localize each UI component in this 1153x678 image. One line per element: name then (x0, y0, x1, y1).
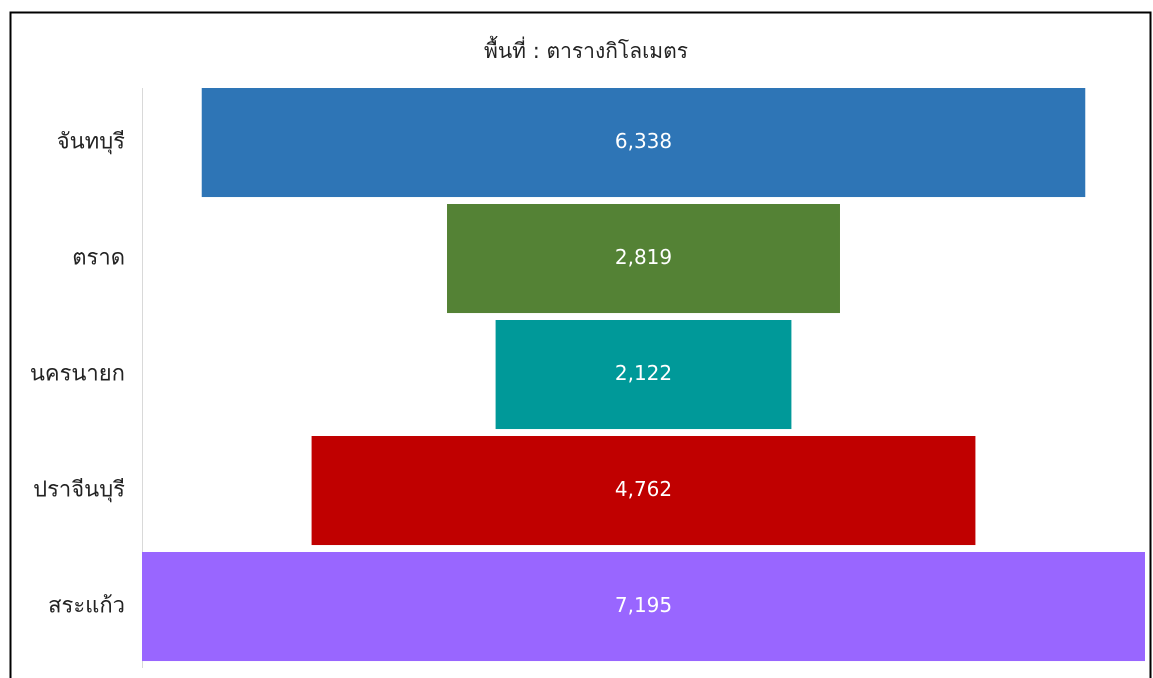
value-label: 2,819 (615, 245, 672, 269)
value-label: 7,195 (615, 593, 672, 617)
funnel-bar (201, 88, 1086, 198)
category-label: นครนายก (30, 362, 125, 387)
value-label: 2,122 (615, 361, 672, 385)
category-label: สระแก้ว (48, 594, 125, 619)
frame (9, 11, 1152, 678)
chart-title: พื้นที่ : ตารางกิโลเมตร (484, 36, 688, 63)
category-label: จันทบุรี (57, 130, 125, 155)
category-label: ปราจีนบุรี (33, 478, 125, 503)
value-label: 6,338 (615, 129, 672, 153)
funnel-bar (311, 436, 976, 546)
funnel-bar (142, 552, 1145, 662)
funnel-bar (495, 320, 792, 430)
value-label: 4,762 (615, 477, 672, 501)
category-label: ตราด (72, 246, 125, 271)
funnel-bar (447, 204, 840, 314)
